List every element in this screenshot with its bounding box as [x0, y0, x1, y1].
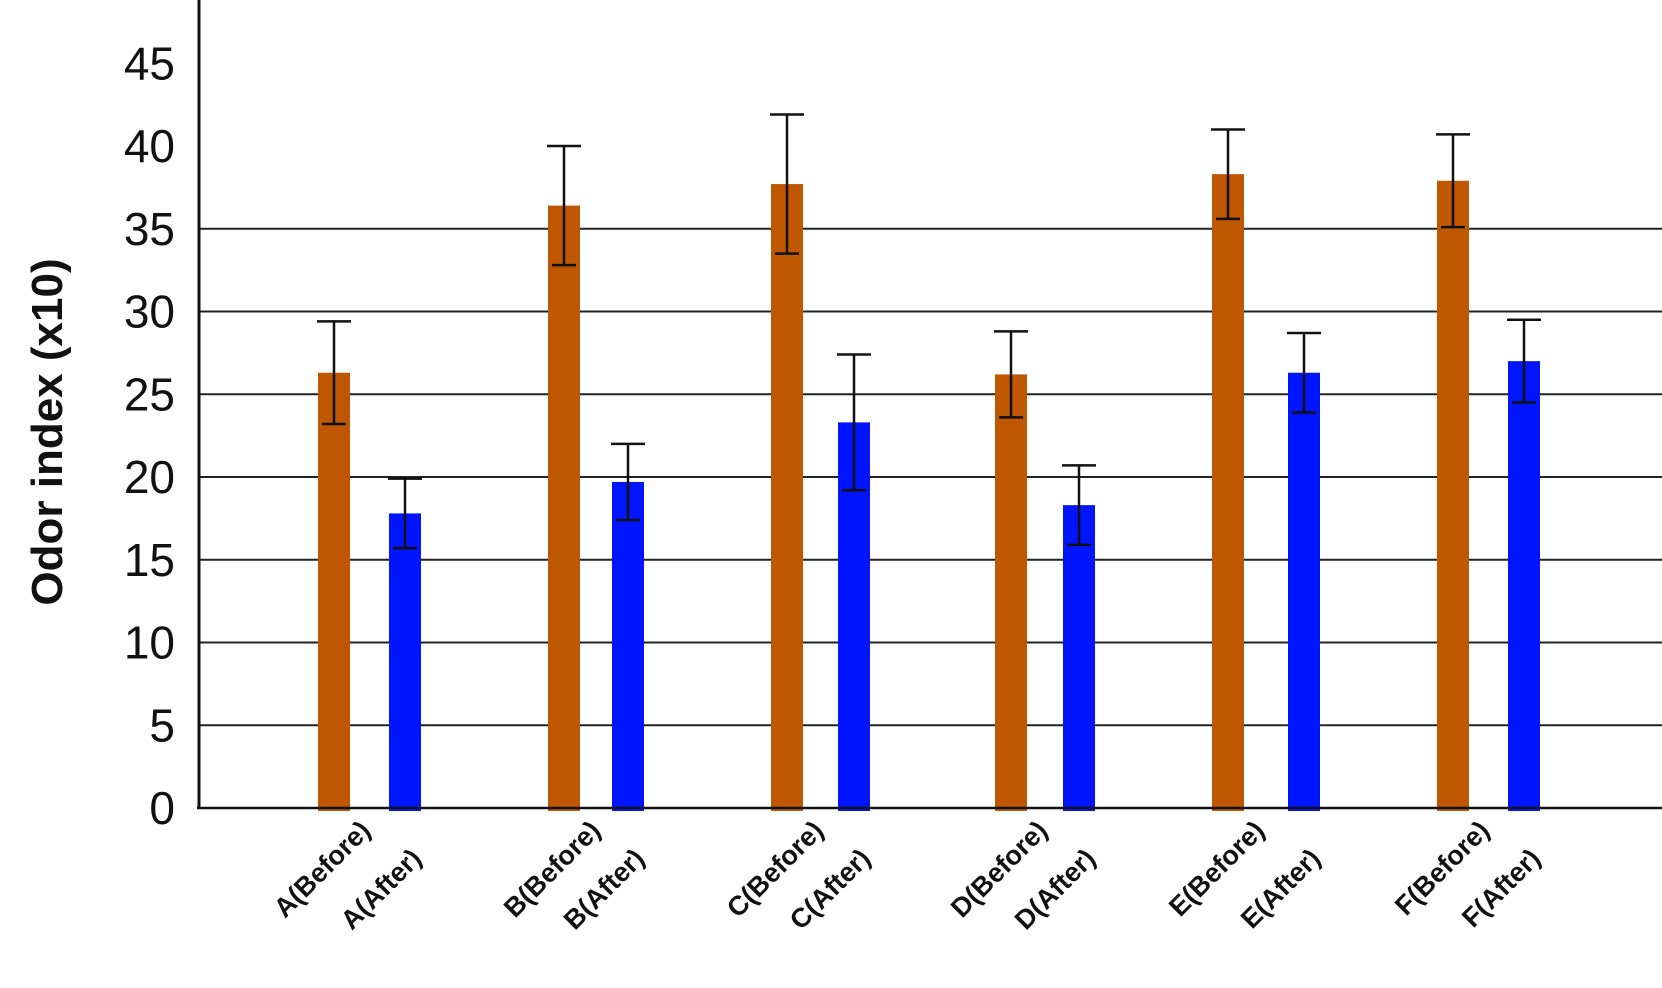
gridlines [199, 227, 1662, 727]
error-bar [611, 442, 645, 522]
bar-after [1508, 361, 1540, 811]
y-tick-label: 10 [124, 617, 175, 669]
y-tick-label: 45 [124, 37, 175, 89]
bar-before [995, 374, 1027, 811]
error-bar [1062, 464, 1096, 547]
y-tick-label: 5 [149, 699, 175, 751]
y-tick-label: 15 [124, 534, 175, 586]
y-tick-label: 25 [124, 368, 175, 420]
bar-after [1063, 505, 1095, 811]
bar-before [771, 184, 803, 811]
error-bar [1211, 128, 1245, 221]
error-bar [1287, 331, 1321, 414]
bar-after [389, 513, 421, 811]
y-tick-label: 30 [124, 286, 175, 338]
y-tick-labels: 0 5 10 15 20 25 30 35 40 45 [124, 37, 175, 834]
bar-after [612, 481, 644, 811]
error-bar [1507, 318, 1541, 404]
error-bar [547, 144, 581, 267]
error-bar [1436, 133, 1470, 229]
bar-before [548, 205, 580, 811]
error-bar [770, 113, 804, 255]
bar-before [1212, 174, 1244, 811]
bars [318, 174, 1540, 811]
y-tick-label: 35 [124, 203, 175, 255]
bar-after [1288, 372, 1320, 811]
y-tick-label: 20 [124, 451, 175, 503]
error-bar [994, 330, 1028, 419]
error-bars [317, 113, 1541, 550]
y-tick-label: 0 [149, 782, 175, 834]
error-bar [317, 320, 351, 426]
y-tick-label: 40 [124, 120, 175, 172]
y-axis-title: Odor index (x10) [23, 258, 72, 605]
category-labels: A(Before)A(After) B(Before)B(After) C(Befo… [268, 815, 1546, 935]
error-bar [388, 477, 422, 550]
bar-before [1437, 180, 1469, 811]
bar-before [318, 372, 350, 811]
error-bar [837, 353, 871, 492]
